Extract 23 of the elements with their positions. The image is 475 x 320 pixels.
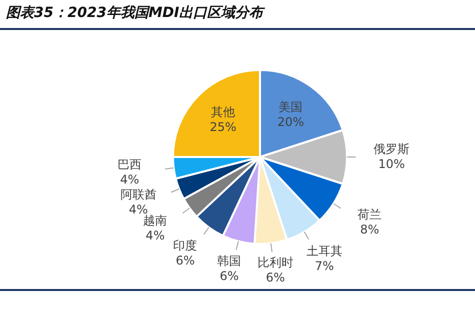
slice-label: 美国 [278, 100, 303, 114]
data-label: 6% [266, 270, 285, 285]
slice-label: 土耳其 [306, 244, 342, 258]
data-label: 6% [176, 254, 195, 268]
slice-label: 其他 [211, 105, 236, 120]
data-label: 25% [210, 120, 236, 134]
slice-label: 越南 [143, 214, 168, 228]
slice-label: 比利时 [257, 256, 294, 270]
data-label: 4% [120, 172, 140, 187]
data-label: 4% [146, 228, 165, 243]
data-label: 10% [378, 157, 405, 172]
chart-title: 图表35：2023年我国MDI出口区域分布 [6, 4, 264, 22]
slice-label: 韩国 [217, 254, 242, 268]
data-label: 4% [128, 202, 148, 216]
slice-label: 俄罗斯 [374, 142, 410, 156]
data-label: 20% [277, 114, 304, 129]
data-label: 6% [220, 269, 239, 284]
slice-label: 印度 [173, 238, 198, 253]
slice-label: 巴西 [118, 158, 142, 172]
slice-label: 荷兰 [358, 207, 382, 222]
data-label: 8% [360, 222, 380, 236]
data-label: 7% [314, 259, 334, 274]
slice-label: 阿联酋 [120, 187, 156, 202]
